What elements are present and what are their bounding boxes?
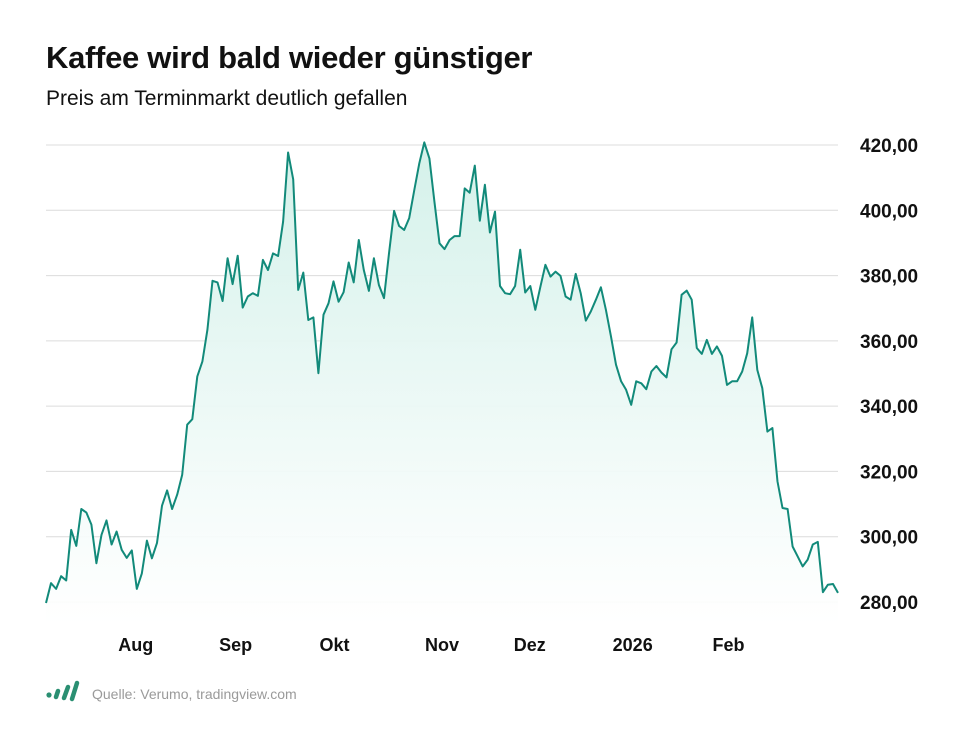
y-tick-label: 360,00 [860,332,918,353]
y-tick-label: 320,00 [860,462,918,483]
bar-chart-logo-icon [46,680,80,707]
x-tick-label: Nov [425,635,459,655]
y-tick-label: 280,00 [860,593,918,614]
chart-subtitle: Preis am Terminmarkt deutlich gefallen [46,87,408,110]
x-tick-label: Aug [118,635,153,655]
x-tick-label: Sep [219,635,252,655]
y-tick-label: 340,00 [860,397,918,418]
y-tick-label: 400,00 [860,201,918,222]
price-area [46,142,838,625]
footer: Quelle: Verumo, tradingview.com [46,680,297,707]
price-line [45,141,839,604]
y-tick-label: 380,00 [860,267,918,288]
source-text: Quelle: Verumo, tradingview.com [92,685,297,702]
chart-title: Kaffee wird bald wieder günstiger [46,40,533,75]
y-tick-label: 420,00 [860,136,918,157]
x-tick-label: 2026 [613,635,653,655]
x-tick-label: Okt [320,635,350,655]
x-axis-labels: Aug Sep Okt Nov Dez 2026 Feb [118,635,744,655]
x-tick-label: Dez [514,635,546,655]
y-tick-label: 300,00 [860,528,918,549]
x-tick-label: Feb [713,635,745,655]
y-axis-labels: 280,00 300,00 320,00 340,00 360,00 380,00 400,… [860,136,918,614]
